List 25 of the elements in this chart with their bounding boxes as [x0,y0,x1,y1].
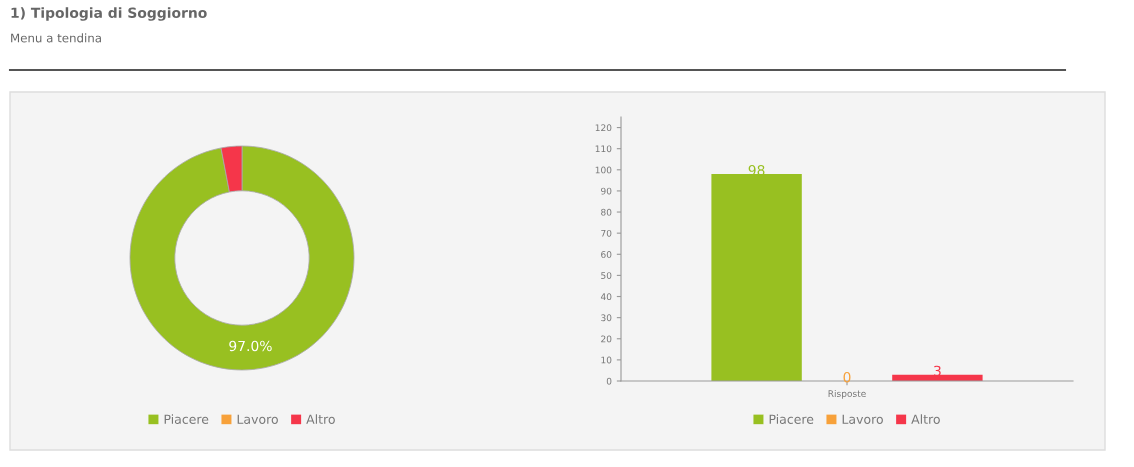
y-tick-label: 50 [601,272,612,279]
y-tick-label: 20 [601,335,612,343]
data-label: 0 [843,371,851,383]
legend-label: Piacere [769,414,814,424]
legend-label: Lavoro [237,414,278,424]
y-tick-label: 110 [595,145,612,153]
legend-label: Altro [911,414,940,424]
legend-label: Altro [306,414,335,424]
legend-label: Piacere [164,414,209,424]
x-tick-label: Risposte [828,390,866,399]
chart-title: 1) Tipologia di Soggiorno [11,7,207,21]
y-tick-label: 0 [606,377,612,385]
legend-label: Lavoro [842,414,883,424]
y-tick-label: 80 [601,208,612,216]
y-tick-label: 90 [601,187,612,195]
y-tick-label: 10 [601,356,612,364]
y-tick-label: 40 [600,293,612,301]
y-tick-label: 60 [601,251,612,258]
y-tick-label: 100 [595,166,612,174]
donut-slice [129,145,355,371]
y-tick-label: 70 [601,229,612,237]
chart-subtitle: Menu a tendina [11,33,101,43]
y-tick-label: 30 [601,314,612,322]
y-tick-label: 120 [595,124,612,132]
data-label: 97.0% [229,340,272,352]
